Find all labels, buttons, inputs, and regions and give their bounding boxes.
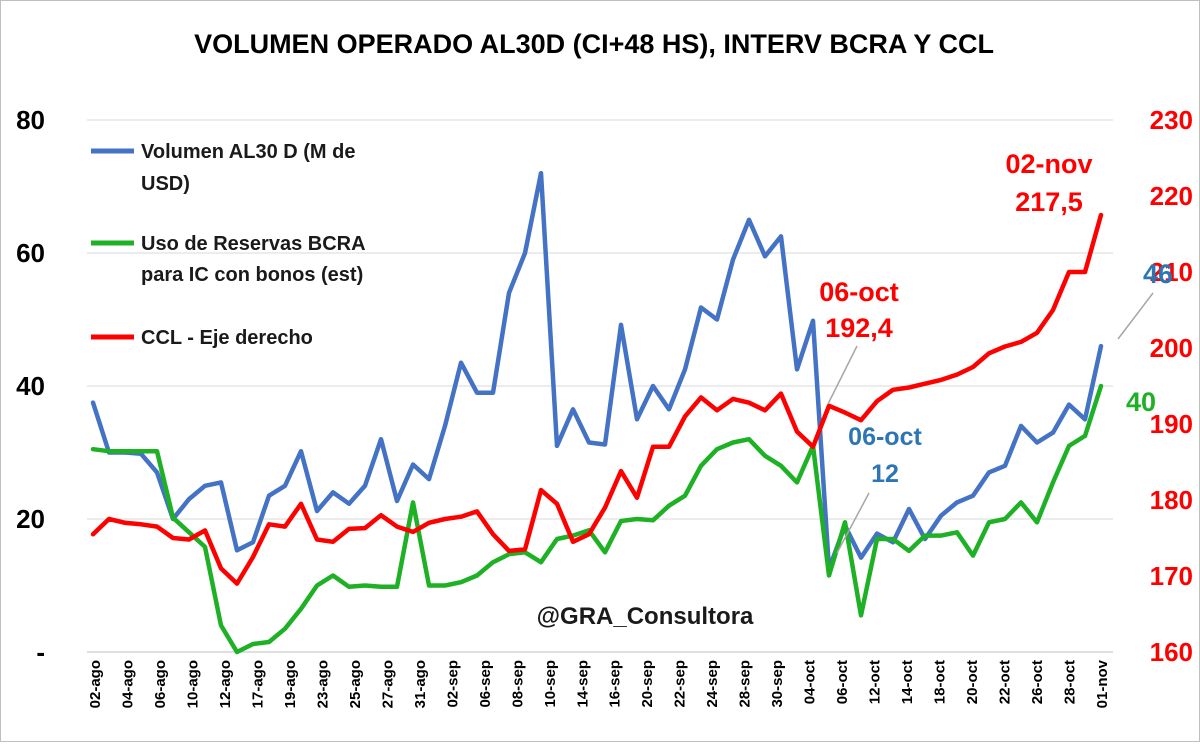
x-tick-label: 20-oct <box>964 660 981 704</box>
x-tick-label: 17-ago <box>249 660 266 708</box>
y-right-tick-label: 210 <box>1150 257 1193 287</box>
series-line-reserves <box>90 383 1104 655</box>
series-line-volume <box>90 170 1104 572</box>
gridlines <box>87 119 1113 520</box>
y-right-tick-label: 220 <box>1150 181 1193 211</box>
y-left-tick-label: 80 <box>16 105 45 135</box>
x-tick-label: 04-ago <box>120 660 137 708</box>
x-tick-label: 12-ago <box>217 660 234 708</box>
annotation-ccl-oct-date: 06-oct <box>819 277 899 307</box>
legend-label-volume-line2: USD) <box>141 173 190 195</box>
x-tick-label: 27-ago <box>379 660 396 708</box>
legend-label-reserves-line2: para IC con bonos (est) <box>141 264 363 286</box>
x-tick-label: 10-sep <box>542 660 559 708</box>
legend-label-reserves: Uso de Reservas BCRA para IC con bonos (… <box>141 233 370 286</box>
x-tick-label: 20-sep <box>639 660 656 708</box>
annotation-ccl-oct-value: 192,4 <box>825 313 893 343</box>
y-left-tick-label: 60 <box>16 238 45 268</box>
x-tick-label: 08-sep <box>509 660 526 708</box>
x-tick-label: 28-oct <box>1062 660 1079 704</box>
y-left-tick-label: 20 <box>16 504 45 534</box>
y-right-tick-label: 170 <box>1150 561 1193 591</box>
series-line-ccl <box>90 212 1104 586</box>
x-tick-label: 28-sep <box>737 660 754 708</box>
x-tick-label: 30-sep <box>769 660 786 708</box>
x-tick-label: 19-ago <box>282 660 299 708</box>
legend-label-reserves-line1: Uso de Reservas BCRA <box>141 233 365 255</box>
axes: - 20 40 60 80 160 170 180 190 200 210 220 230 02-ago 0… <box>16 105 1193 708</box>
annotation-volume-oct-date: 06-oct <box>848 423 922 451</box>
x-tick-label: 22-sep <box>672 660 689 708</box>
annotation-volume-oct-value: 12 <box>871 460 899 488</box>
x-tick-label: 26-oct <box>1029 660 1046 704</box>
annotation-volume-last: 46 <box>1143 259 1173 289</box>
x-tick-label: 06-oct <box>834 660 851 704</box>
annotation-volume-oct-leader <box>836 492 870 554</box>
y-right-tick-label: 160 <box>1150 637 1193 667</box>
x-tick-label: 25-ago <box>347 660 364 708</box>
x-tick-label: 16-sep <box>607 660 624 708</box>
x-tick-label: 12-oct <box>867 660 884 704</box>
watermark: @GRA_Consultora <box>537 603 754 630</box>
x-tick-label: 04-oct <box>802 660 819 704</box>
y-left-tick-label: - <box>36 637 45 667</box>
x-tick-label: 02-sep <box>444 660 461 708</box>
x-tick-label: 14-oct <box>899 660 916 704</box>
y-right-tick-label: 200 <box>1150 333 1193 363</box>
y-left-tick-label: 40 <box>16 371 45 401</box>
series-lines <box>90 170 1104 655</box>
annotation-volume-last-leader <box>1117 292 1154 340</box>
y-right-tick-label: 180 <box>1150 485 1193 515</box>
y-right-tick-label: 190 <box>1150 409 1193 439</box>
x-tick-label: 31-ago <box>412 660 429 708</box>
legend-label-volume-line1: Volumen AL30 D (M de <box>141 141 355 163</box>
x-tick-label: 02-ago <box>87 660 104 708</box>
x-tick-label: 10-ago <box>185 660 202 708</box>
annotations: 02-nov 217,5 06-oct 192,4 06-oct 12 46 4… <box>819 149 1173 554</box>
legend-label-volume: Volumen AL30 D (M de USD) <box>141 141 361 195</box>
legend: Volumen AL30 D (M de USD) Uso de Reserva… <box>91 141 370 349</box>
x-tick-label: 23-ago <box>314 660 331 708</box>
x-tick-label: 24-sep <box>704 660 721 708</box>
x-tick-label: 06-sep <box>477 660 494 708</box>
annotation-ccl-peak-value: 217,5 <box>1015 187 1083 217</box>
chart-title: VOLUMEN OPERADO AL30D (CI+48 HS), INTERV… <box>194 29 994 59</box>
legend-label-ccl: CCL - Eje derecho <box>141 327 313 349</box>
annotation-reserves-last: 40 <box>1126 387 1156 417</box>
annotation-ccl-oct-leader <box>827 345 858 405</box>
x-tick-label: 01-nov <box>1094 659 1111 708</box>
x-tick-label: 06-ago <box>152 660 169 708</box>
annotation-ccl-peak-date: 02-nov <box>1005 149 1092 179</box>
x-tick-label: 18-oct <box>932 660 949 704</box>
x-tick-label: 22-oct <box>997 660 1014 704</box>
x-tick-label: 14-sep <box>574 660 591 708</box>
y-right-tick-label: 230 <box>1150 105 1193 135</box>
